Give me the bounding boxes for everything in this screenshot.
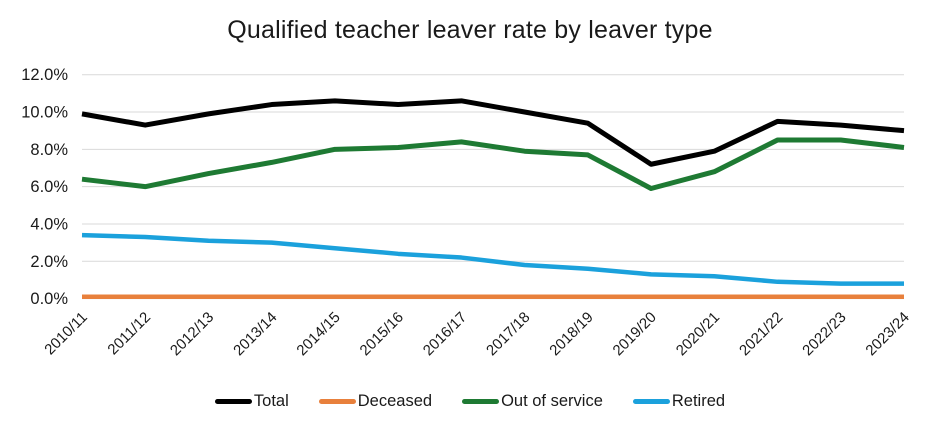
legend-label-retired: Retired bbox=[671, 392, 726, 410]
chart-title: Qualified teacher leaver rate by leaver … bbox=[227, 16, 713, 44]
legend-item-out-of-service: Out of service bbox=[462, 392, 603, 411]
y-axis-tick-label: 4.0% bbox=[30, 215, 68, 233]
y-axis-tick-label: 2.0% bbox=[30, 253, 68, 271]
x-axis-tick-label: 2020/21 bbox=[673, 309, 723, 359]
legend-label-out-of-service: Out of service bbox=[501, 392, 603, 410]
x-axis-tick-label: 2019/20 bbox=[610, 309, 660, 359]
y-axis-tick-label: 8.0% bbox=[30, 141, 68, 159]
y-axis-tick-label: 6.0% bbox=[30, 178, 68, 196]
legend-swatch-total bbox=[214, 399, 252, 404]
series-line-out-of-service bbox=[81, 137, 905, 192]
x-axis-tick-label: 2018/19 bbox=[546, 309, 596, 359]
series-line-retired bbox=[81, 232, 904, 286]
chart-canvas: 0.0% 2.0% 4.0% 6.0% 8.0% 10.0% 12.0% 2010/11 201… bbox=[21, 66, 913, 359]
x-axis-tick-label: 2012/13 bbox=[167, 309, 217, 359]
x-axis-tick-label: 2022/23 bbox=[799, 309, 849, 359]
y-axis-tick-label: 10.0% bbox=[21, 104, 68, 122]
x-axis-tick-label: 2013/14 bbox=[230, 309, 280, 359]
x-axis-tick-label: 2014/15 bbox=[293, 309, 343, 359]
y-axis-tick-label: 0.0% bbox=[30, 290, 68, 308]
chart-legend: Total Deceased Out of service Retired bbox=[0, 392, 940, 411]
legend-swatch-retired bbox=[632, 399, 670, 404]
x-axis-tick-label: 2021/22 bbox=[736, 309, 786, 359]
legend-item-deceased: Deceased bbox=[318, 392, 433, 411]
legend-item-total: Total bbox=[214, 392, 289, 411]
x-axis-tick-label: 2016/17 bbox=[420, 309, 470, 359]
x-axis-tick-label: 2010/11 bbox=[41, 309, 91, 359]
legend-label-deceased: Deceased bbox=[357, 392, 433, 410]
legend-item-retired: Retired bbox=[632, 392, 726, 411]
legend-swatch-deceased bbox=[318, 399, 356, 404]
x-axis-tick-label: 2015/16 bbox=[357, 309, 407, 359]
x-axis-tick-label: 2023/24 bbox=[862, 309, 912, 359]
legend-swatch-out-of-service bbox=[462, 399, 500, 404]
legend-label-total: Total bbox=[253, 392, 289, 410]
series-line-total bbox=[81, 98, 905, 167]
x-axis-tick-label: 2011/12 bbox=[104, 309, 154, 359]
y-axis-tick-label: 12.0% bbox=[21, 66, 68, 84]
x-axis-tick-label: 2017/18 bbox=[483, 309, 533, 359]
